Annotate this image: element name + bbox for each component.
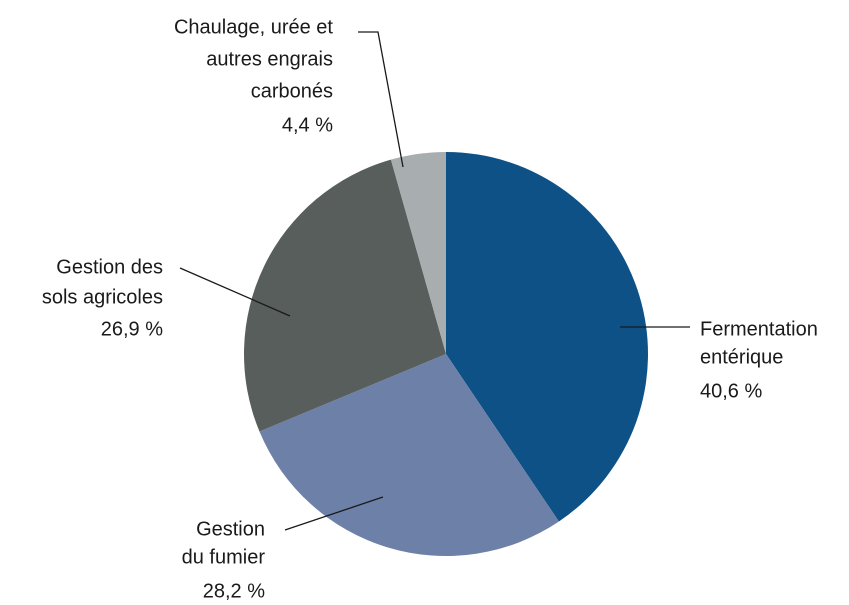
value-label: 26,9 % xyxy=(101,318,163,340)
leader-line xyxy=(179,267,291,317)
slice-label: autres engrais xyxy=(206,48,333,70)
pie-slice xyxy=(244,159,446,432)
value-label: 28,2 % xyxy=(203,580,265,602)
slice-label: entérique xyxy=(700,346,783,368)
slice-label: Fermentation xyxy=(700,318,818,340)
pie-slice xyxy=(259,354,559,556)
value-label: 40,6 % xyxy=(700,380,762,402)
slice-label: du fumier xyxy=(182,546,266,568)
pie-slice xyxy=(390,152,446,354)
slice-label: Gestion xyxy=(196,518,265,540)
slice-label: carbonés xyxy=(251,80,333,102)
leader-line xyxy=(284,496,384,531)
slice-label: Gestion des xyxy=(56,256,163,278)
slice-label: sols agricoles xyxy=(42,286,163,308)
pie-slice xyxy=(446,152,649,522)
slice-label: Chaulage, urée et xyxy=(174,16,333,38)
value-label: 4,4 % xyxy=(282,114,333,136)
leader-line xyxy=(358,31,404,168)
